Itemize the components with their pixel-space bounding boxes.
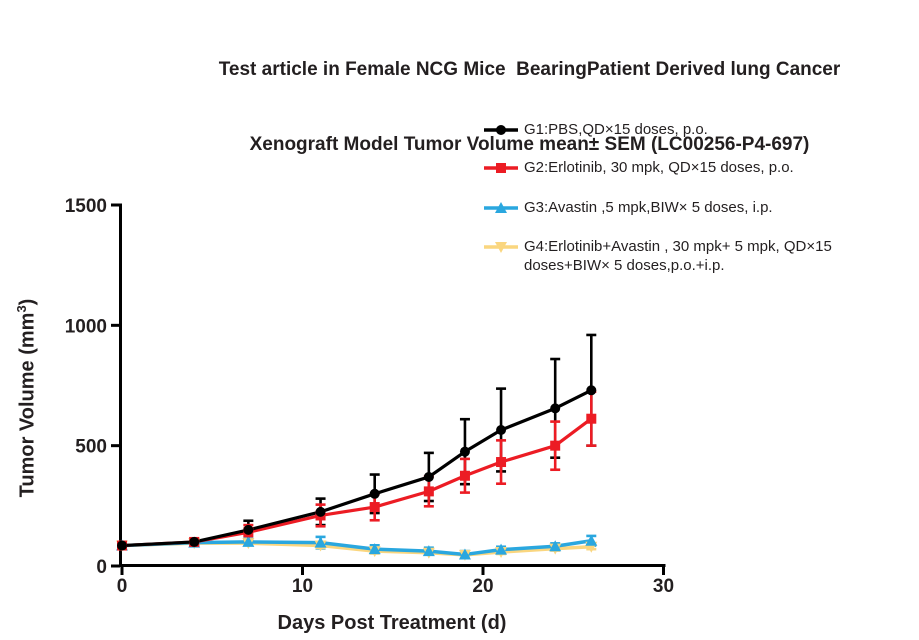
legend-label-g4: G4:Erlotinib+Avastin , 30 mpk+ 5 mpk, QD…	[524, 238, 832, 274]
legend-label-g1: G1:PBS,QD×15 doses, p.o.	[524, 121, 708, 138]
square-marker	[423, 486, 434, 497]
triangle-up-marker	[242, 535, 255, 547]
x-tick-label: 10	[292, 576, 313, 597]
y-tick-label: 0	[96, 557, 107, 578]
legend-swatch-marker	[496, 163, 506, 173]
y-tick-label: 1000	[65, 316, 107, 337]
triangle-up-marker	[314, 536, 327, 548]
error-bars-2	[117, 390, 597, 550]
legend-swatch-marker	[495, 202, 507, 213]
circle-marker	[586, 385, 597, 396]
chart-title-line2: Xenograft Model Tumor Volume mean± SEM (…	[249, 134, 810, 155]
legend-swatch-marker	[496, 125, 506, 135]
square-marker	[369, 502, 380, 513]
triangle-up-marker	[458, 548, 471, 560]
series-line-g1	[121, 388, 593, 548]
circle-marker	[189, 536, 200, 547]
circle-marker	[550, 403, 561, 414]
circle-marker	[459, 446, 470, 457]
legend-item-g2: G2:Erlotinib, 30 mpk, QD×15 doses, p.o.	[484, 158, 904, 177]
circle-marker	[423, 471, 434, 482]
square-marker	[550, 440, 561, 451]
circle-marker	[117, 540, 127, 551]
triangle-up-marker	[549, 540, 562, 552]
square-marker	[496, 457, 507, 468]
error-bars-1	[117, 333, 597, 550]
g4-line-triangle-down-marker-icon	[484, 242, 518, 253]
y-tick-label: 500	[75, 437, 107, 458]
x-tick-label: 0	[117, 576, 128, 597]
legend-swatch-marker	[495, 242, 507, 253]
x-axis-title: Days Post Treatment (d)	[278, 612, 507, 634]
circle-marker	[496, 425, 507, 436]
legend-label-g2: G2:Erlotinib, 30 mpk, QD×15 doses, p.o.	[524, 159, 794, 176]
legend-item-g3: G3:Avastin ,5 mpk,BIW× 5 doses, i.p.	[484, 198, 904, 217]
legend-label-g3: G3:Avastin ,5 mpk,BIW× 5 doses, i.p.	[524, 199, 773, 216]
g2-line-square-marker-icon	[484, 163, 518, 173]
triangle-up-marker	[422, 545, 435, 557]
series-line-g2	[121, 417, 593, 548]
triangle-up-marker	[368, 543, 381, 555]
legend-item-g4: G4:Erlotinib+Avastin , 30 mpk+ 5 mpk, QD…	[484, 237, 904, 275]
g1-line-circle-marker-icon	[484, 125, 518, 135]
series-markers-g2	[117, 413, 597, 551]
legend-item-g1: G1:PBS,QD×15 doses, p.o.	[484, 120, 904, 139]
triangle-up-marker	[495, 543, 508, 555]
square-marker	[586, 413, 597, 424]
chart-title: Test article in Female NCG Mice BearingP…	[140, 7, 919, 207]
g3-line-triangle-marker-icon	[484, 202, 518, 213]
y-tick-label: 1500	[65, 196, 107, 217]
x-tick-label: 20	[472, 576, 493, 597]
square-marker	[459, 470, 470, 481]
circle-marker	[243, 524, 254, 535]
circle-marker	[369, 488, 380, 499]
triangle-up-marker	[585, 534, 598, 546]
x-tick-label: 30	[653, 576, 674, 597]
chart-title-line1: Test article in Female NCG Mice BearingP…	[218, 59, 841, 80]
series-markers-g1	[117, 385, 597, 551]
series-line-g3	[121, 538, 592, 557]
circle-marker	[315, 506, 326, 517]
